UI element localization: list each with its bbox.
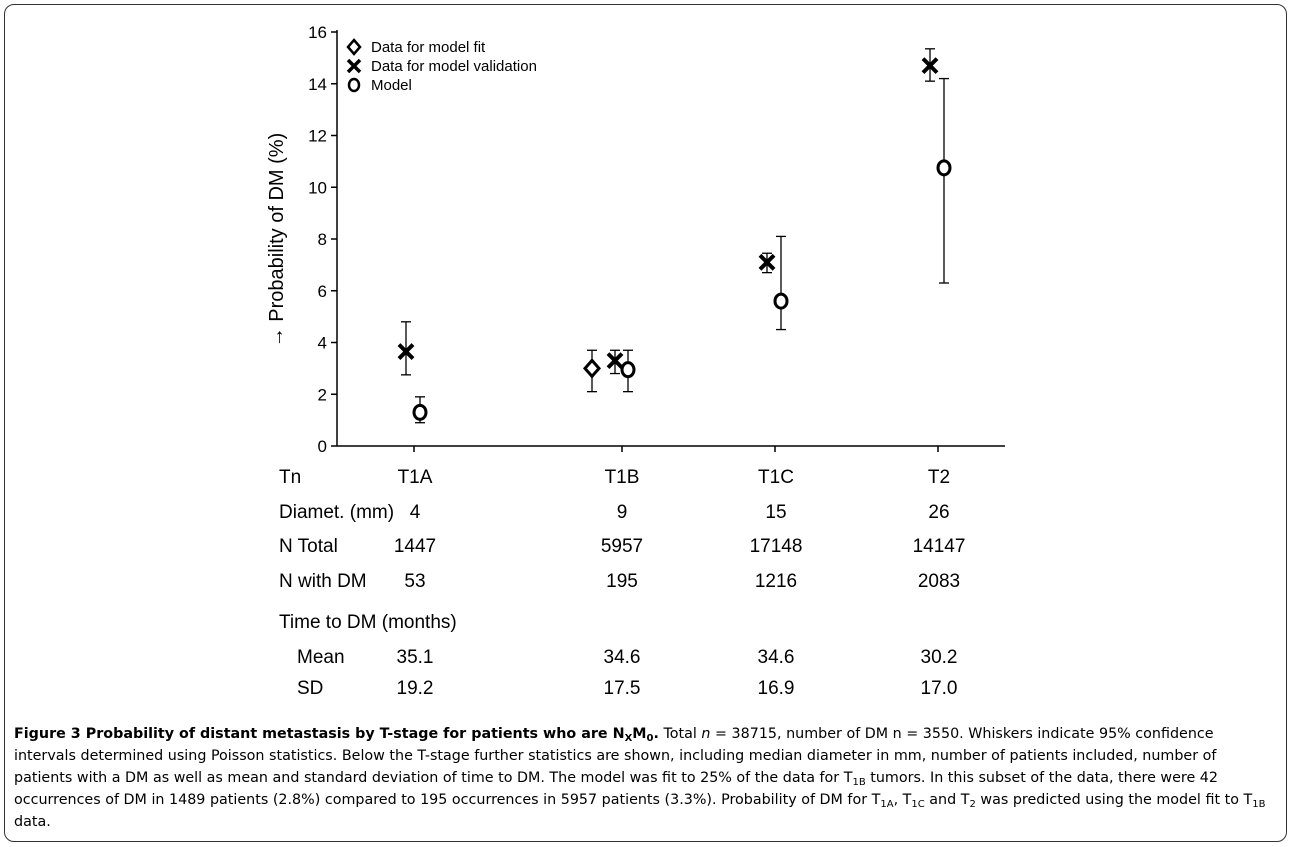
table-cell: 1216 [754,571,798,592]
row-label-n-with-dm: N with DM [279,571,367,592]
legend-label: Data for model validation [371,58,537,75]
table-cell: 9 [616,502,628,523]
table-cell: 19.2 [396,678,434,699]
table-cell: 15 [765,502,787,523]
data-point [936,77,952,284]
legend-entry: Model [347,77,412,94]
table-cell: 1447 [393,536,437,557]
legend-entry: Data for model validation [346,58,537,75]
figure-caption: Figure 3 Probability of distant metastas… [14,726,1266,830]
chart-axes: 0 2 4 6 8 10 12 14 16 [308,23,1005,456]
marker-x [921,57,939,75]
figure-frame [4,4,1287,842]
table-header-t1c: T1C [758,467,794,488]
table-cell: 5957 [600,536,644,557]
data-point [583,349,601,393]
caption-title: Figure 3 Probability of distant metastas… [14,726,659,744]
legend-entry: Data for model fit [346,38,486,56]
y-axis-label: → Probability of DM (%) [266,133,288,348]
chart-legend: Data for model fit Data for model validat… [346,38,537,94]
table-cell: 14147 [912,536,966,557]
data-point [606,349,624,375]
y-tick-label: 4 [318,334,327,353]
legend-label: Data for model fit [371,39,486,56]
table-cell: 34.6 [603,647,641,668]
data-point [620,349,636,393]
marker-diamond [583,358,601,379]
table-cell: 30.2 [920,647,958,668]
data-point [397,321,415,376]
row-label-mean: Mean [297,647,345,668]
data-point [921,48,939,82]
y-tick-label: 14 [308,75,327,94]
row-label-n-total: N Total [279,536,338,557]
y-tick-label: 0 [318,437,327,456]
y-tick-label: 12 [308,127,327,146]
table-cell: 26 [928,502,950,523]
table-cell: 195 [606,571,638,592]
y-tick-label: 10 [308,178,327,197]
table-cell: 17148 [749,536,803,557]
legend-x-icon [346,58,362,74]
legend-label: Model [371,77,412,94]
table-cell: 34.6 [757,647,795,668]
y-tick-label: 2 [318,385,327,404]
row-label-diameter: Diamet. (mm) [279,502,395,523]
marker-x [606,352,624,370]
table-header-t2: T2 [927,467,951,488]
table-cell: 17.5 [603,678,641,699]
table-cell: 16.9 [757,678,795,699]
marker-circle [620,361,636,379]
chart-marks [397,48,952,424]
table-cell: 4 [409,502,421,523]
table-header-t1a: T1A [397,467,433,488]
table-cell: 35.1 [396,647,434,668]
section-label-time-to-dm: Time to DM (months) [279,612,457,633]
y-tick-label: 16 [308,23,327,42]
table-cell: 53 [404,571,426,592]
marker-circle [936,159,952,177]
data-point [773,235,789,331]
legend-circle-icon [347,77,361,93]
marker-x [758,253,776,271]
y-tick-label: 6 [318,282,327,301]
data-point [758,252,776,274]
table-cell: 2083 [917,571,961,592]
data-point [412,396,428,424]
y-tick-label: 8 [318,230,327,249]
table-cell: 17.0 [920,678,958,699]
marker-x [397,343,415,360]
row-label-sd: SD [297,678,324,699]
marker-circle [412,403,428,421]
legend-diamond-icon [346,38,362,56]
table-header-label: Tn [279,467,302,488]
table-header-t1b: T1B [604,467,640,488]
marker-circle [773,292,789,310]
